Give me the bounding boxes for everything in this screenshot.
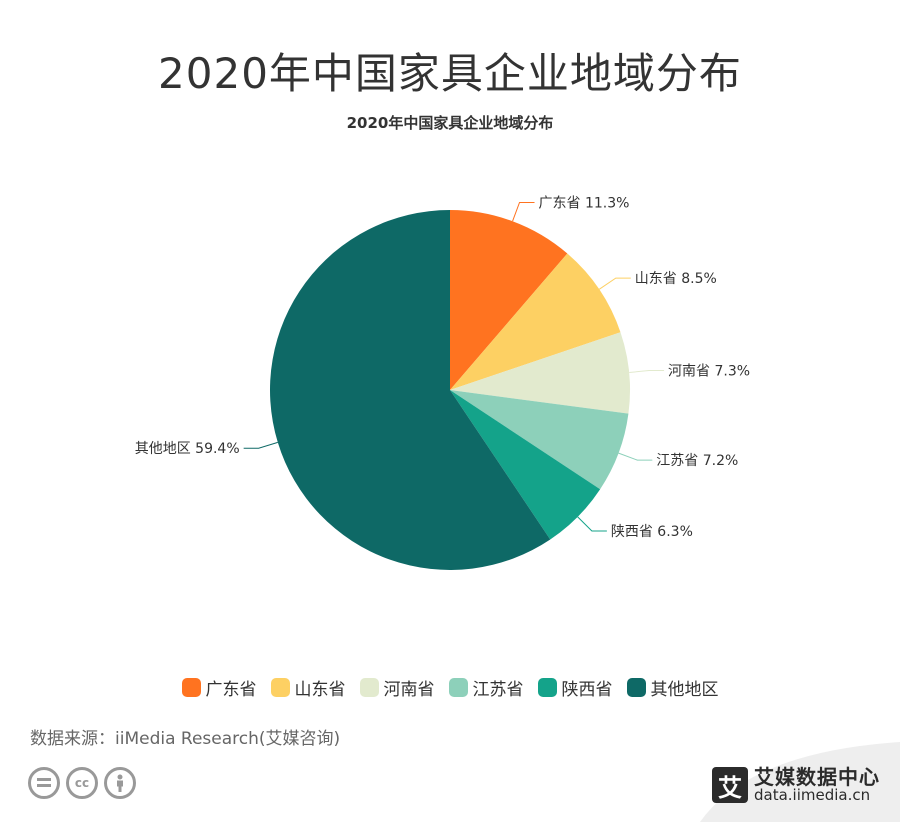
data-label-1: 山东省 8.5% bbox=[635, 271, 717, 287]
data-label-5: 其他地区 59.4% bbox=[135, 441, 240, 457]
legend-swatch-4 bbox=[537, 678, 557, 697]
legend-item-2: 河南省 bbox=[359, 675, 435, 700]
legend-swatch-0 bbox=[181, 678, 201, 697]
brand-background bbox=[700, 742, 900, 822]
pie-slice-4 bbox=[450, 390, 601, 540]
leader-line-1 bbox=[598, 277, 631, 290]
brand-logo-icon: 艾 bbox=[712, 767, 748, 804]
brand-url: data.iimedia.cn bbox=[754, 786, 871, 804]
page-title: 2020年中国家具企业地域分布 bbox=[158, 49, 742, 98]
pie-slice-0 bbox=[450, 210, 568, 390]
leader-line-2 bbox=[629, 370, 665, 373]
license-icons: cc bbox=[28, 767, 136, 799]
brand-logo-block: 艾 艾媒数据中心 data.iimedia.cn bbox=[712, 767, 880, 804]
data-label-0: 广东省 11.3% bbox=[539, 195, 630, 211]
data-label-2: 河南省 7.3% bbox=[668, 364, 750, 380]
legend-swatch-3 bbox=[448, 678, 468, 697]
leader-line-0 bbox=[512, 201, 535, 222]
legend-label-5: 其他地区 bbox=[650, 680, 719, 700]
cc-by-icon bbox=[104, 767, 136, 799]
leader-line-3 bbox=[618, 452, 653, 461]
data-label-3: 江苏省 7.2% bbox=[656, 453, 738, 469]
pie-slice-5 bbox=[270, 210, 551, 570]
cc-nd-icon bbox=[28, 767, 60, 799]
data-label-4: 陕西省 6.3% bbox=[611, 524, 693, 540]
legend-label-3: 江苏省 bbox=[472, 680, 524, 700]
pie-slice-1 bbox=[450, 253, 621, 390]
chart-title: 2020年中国家具企业地域分布 bbox=[346, 114, 554, 132]
pie-slice-2 bbox=[450, 332, 630, 414]
legend-label-4: 陕西省 bbox=[561, 680, 613, 700]
legend-swatch-2 bbox=[359, 678, 379, 697]
legend-label-1: 山东省 bbox=[294, 680, 346, 700]
pie-chart: 广东省 11.3% 山东省 8.5% 河南省 7.3% 江苏省 7.2% 陕西省 6.3… bbox=[135, 195, 750, 570]
legend-swatch-5 bbox=[626, 678, 646, 697]
legend-item-3: 江苏省 bbox=[448, 675, 524, 700]
brand-name: 艾媒数据中心 bbox=[754, 765, 880, 789]
legend-item-4: 陕西省 bbox=[537, 675, 613, 700]
legend-item-5: 其他地区 bbox=[626, 675, 719, 700]
legend-label-0: 广东省 bbox=[205, 680, 257, 700]
legend-item-0: 广东省 bbox=[181, 675, 257, 700]
data-source: 数据来源：iiMedia Research(艾媒咨询) bbox=[30, 729, 341, 749]
cc-icon: cc bbox=[66, 767, 98, 799]
leader-line-5 bbox=[243, 441, 278, 449]
legend-label-2: 河南省 bbox=[383, 680, 435, 700]
chart-legend: 广东省 山东省 河南省 江苏省 陕西省 其他地区 bbox=[0, 675, 900, 700]
pie-slice-3 bbox=[450, 390, 629, 490]
legend-swatch-1 bbox=[270, 678, 290, 697]
legend-item-1: 山东省 bbox=[270, 675, 346, 700]
leader-line-4 bbox=[577, 516, 607, 532]
